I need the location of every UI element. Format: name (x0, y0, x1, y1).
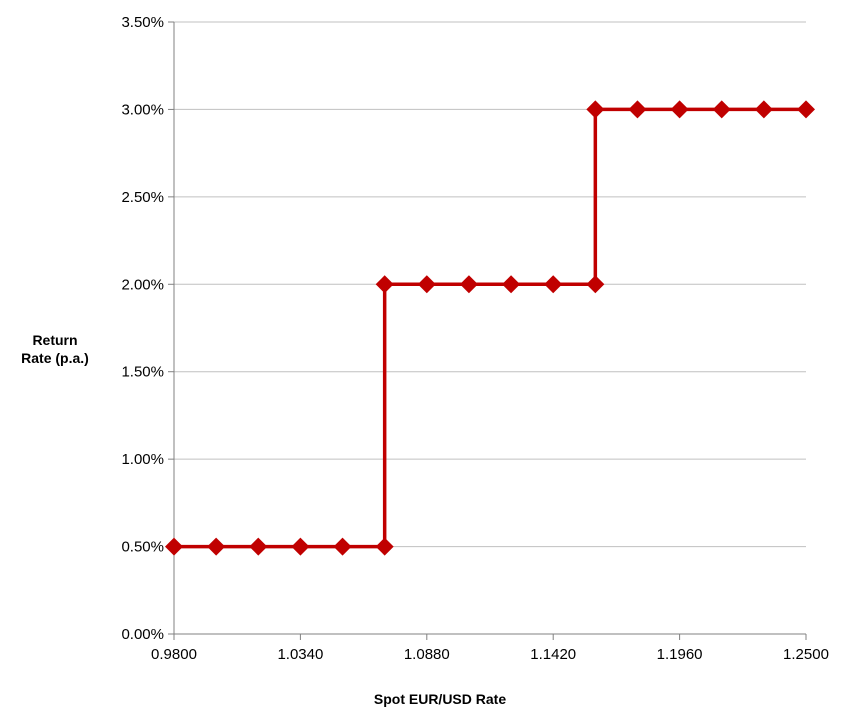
x-tick-label: 1.0880 (404, 646, 450, 663)
data-point-marker (586, 275, 605, 294)
y-tick-label: 0.50% (121, 539, 164, 556)
data-point-marker (628, 100, 647, 119)
y-tick-label: 1.50% (121, 364, 164, 381)
data-point-marker (754, 100, 773, 119)
data-point-marker (375, 275, 394, 294)
data-point-marker (586, 100, 605, 119)
data-point-marker (417, 275, 436, 294)
y-tick-label: 2.50% (121, 189, 164, 206)
y-tick-label: 0.00% (121, 626, 164, 643)
data-point-marker (670, 100, 689, 119)
data-point-marker (459, 275, 478, 294)
data-point-marker (712, 100, 731, 119)
tick-labels: 0.00% 0.50% 1.00% 1.50% 2.00% 2.50% 3.00% 3.50%… (121, 14, 828, 663)
data-point-marker (165, 537, 183, 556)
y-tick-label: 1.00% (121, 451, 164, 468)
y-axis-title-line-1: Return (32, 332, 77, 348)
series-step-line (174, 107, 806, 549)
x-tick-label: 1.2500 (783, 646, 829, 663)
data-point-marker (333, 537, 352, 556)
y-tick-label: 3.50% (121, 14, 164, 31)
data-point-marker (249, 537, 268, 556)
x-tick-label: 1.0340 (277, 646, 323, 663)
data-point-marker (207, 537, 226, 556)
y-axis-title-line-2: Rate (p.a.) (21, 350, 89, 366)
axes (168, 21, 807, 640)
x-tick-label: 1.1420 (530, 646, 576, 663)
data-point-marker (544, 275, 563, 294)
series-markers (165, 100, 815, 556)
data-point-marker (797, 100, 815, 119)
x-tick-label: 0.9800 (151, 646, 197, 663)
data-point-marker (375, 537, 394, 556)
x-axis-title: Spot EUR/USD Rate (374, 691, 506, 707)
grid-lines (174, 21, 806, 548)
data-point-marker (291, 537, 310, 556)
x-tick-label: 1.1960 (657, 646, 703, 663)
y-tick-label: 3.00% (121, 101, 164, 118)
data-point-marker (502, 275, 521, 294)
series-line (174, 107, 806, 549)
y-tick-label: 2.00% (121, 276, 164, 293)
